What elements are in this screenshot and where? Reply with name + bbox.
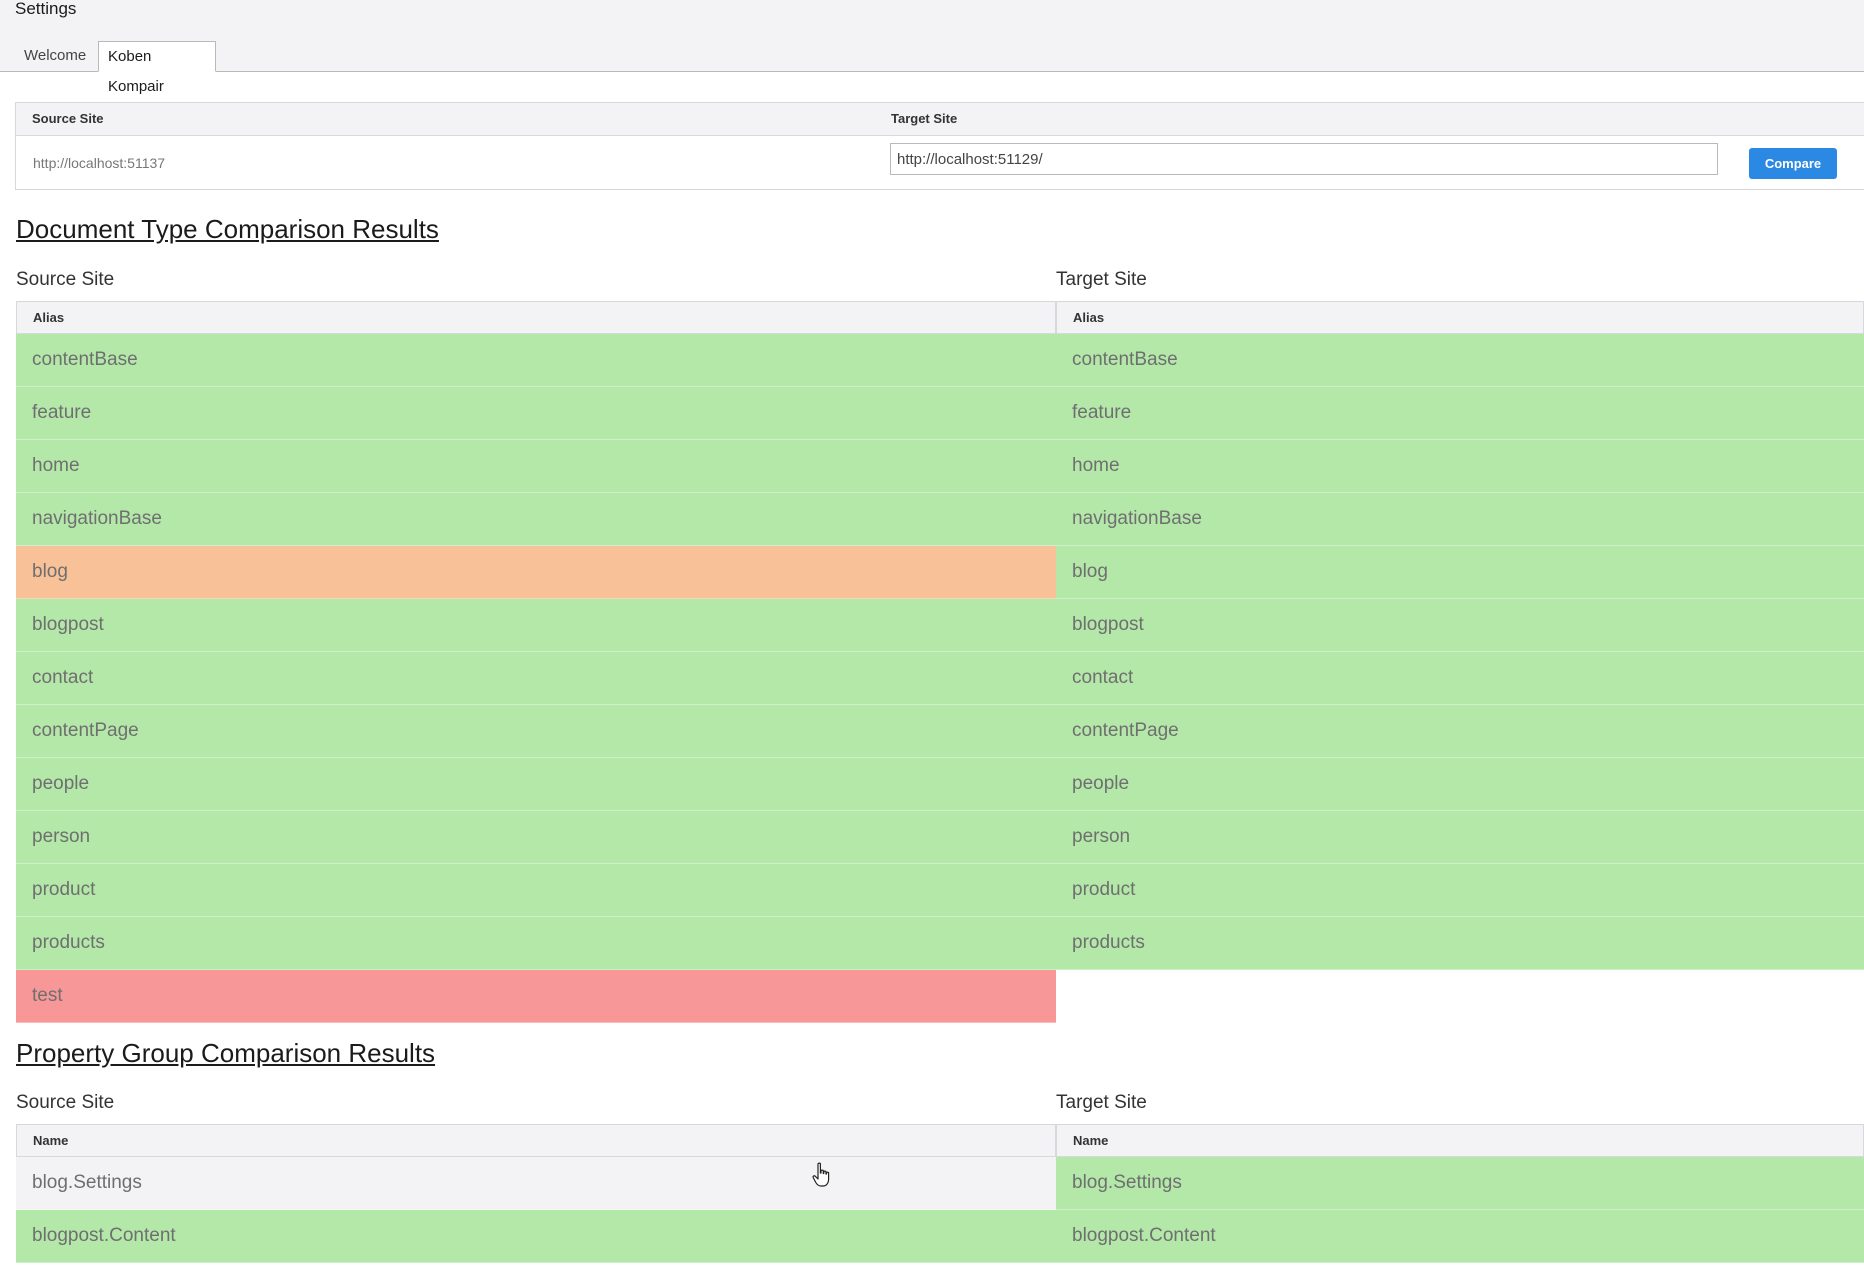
doc-type-source-table: Alias contentBase feature home navigationBa…	[16, 301, 1056, 1023]
doc-type-source-row: product	[16, 864, 1056, 917]
property-group-results-title: Property Group Comparison Results	[16, 1038, 436, 1068]
doc-type-target-row: navigationBase	[1056, 493, 1864, 546]
doc-type-source-row: contact	[16, 652, 1056, 705]
doc-type-target-row: home	[1056, 440, 1864, 493]
doc-type-target-row: product	[1056, 864, 1864, 917]
hand-pointer-icon	[812, 1162, 830, 1187]
doc-type-target-table: Alias contentBase feature home navigationBa…	[1056, 301, 1864, 970]
prop-group-target-table: Name blog.Settings blogpost.Content	[1056, 1124, 1864, 1263]
doc-type-target-row: blogpost	[1056, 599, 1864, 652]
tab-welcome[interactable]: Welcome	[24, 47, 87, 64]
doc-type-source-row: navigationBase	[16, 493, 1056, 546]
site-config-header: Source Site Target Site	[16, 103, 1864, 136]
source-site-header: Source Site	[32, 111, 104, 126]
doc-type-source-column-header: Alias	[16, 301, 1056, 334]
doc-type-results-title: Document Type Comparison Results	[16, 214, 439, 244]
doc-type-target-row: person	[1056, 811, 1864, 864]
doc-type-source-row: person	[16, 811, 1056, 864]
doc-type-source-row: blogpost	[16, 599, 1056, 652]
prop-group-source-table: Name blog.Settings blogpost.Content	[16, 1124, 1056, 1263]
doc-type-source-row: people	[16, 758, 1056, 811]
doc-type-target-row: contentBase	[1056, 334, 1864, 387]
doc-type-target-row: contentPage	[1056, 705, 1864, 758]
page-title: Settings	[15, 0, 77, 18]
source-site-url: http://localhost:51137	[33, 155, 166, 171]
tab-koben-kompair[interactable]: Koben Kompair	[98, 41, 216, 95]
top-bar: Settings Welcome Koben Kompair	[0, 0, 1864, 95]
doc-type-source-row: products	[16, 917, 1056, 970]
doc-type-target-row: blog	[1056, 546, 1864, 599]
prop-group-source-column-header: Name	[16, 1124, 1056, 1157]
prop-group-target-column-header: Name	[1056, 1124, 1864, 1157]
doc-type-target-row: feature	[1056, 387, 1864, 440]
doc-type-target-row: contact	[1056, 652, 1864, 705]
doc-type-source-row: home	[16, 440, 1056, 493]
doc-type-source-row: test	[16, 970, 1056, 1023]
target-site-header: Target Site	[891, 111, 958, 126]
compare-button[interactable]: Compare	[1749, 148, 1837, 179]
doc-type-source-row: feature	[16, 387, 1056, 440]
prop-group-source-label: Source Site	[16, 1092, 115, 1113]
site-config-panel: Source Site Target Site http://localhost…	[15, 102, 1864, 190]
prop-group-target-label: Target Site	[1056, 1092, 1147, 1113]
doc-type-target-row: products	[1056, 917, 1864, 970]
prop-group-target-row: blog.Settings	[1056, 1157, 1864, 1210]
doc-type-target-row: people	[1056, 758, 1864, 811]
doc-type-source-label: Source Site	[16, 269, 115, 290]
doc-type-source-row: blog	[16, 546, 1056, 599]
prop-group-source-row: blog.Settings	[16, 1157, 1056, 1210]
doc-type-target-label: Target Site	[1056, 269, 1147, 290]
doc-type-source-row: contentBase	[16, 334, 1056, 387]
doc-type-target-column-header: Alias	[1056, 301, 1864, 334]
target-site-url-input[interactable]	[890, 143, 1718, 175]
doc-type-source-row: contentPage	[16, 705, 1056, 758]
prop-group-target-row: blogpost.Content	[1056, 1210, 1864, 1263]
prop-group-source-row: blogpost.Content	[16, 1210, 1056, 1263]
